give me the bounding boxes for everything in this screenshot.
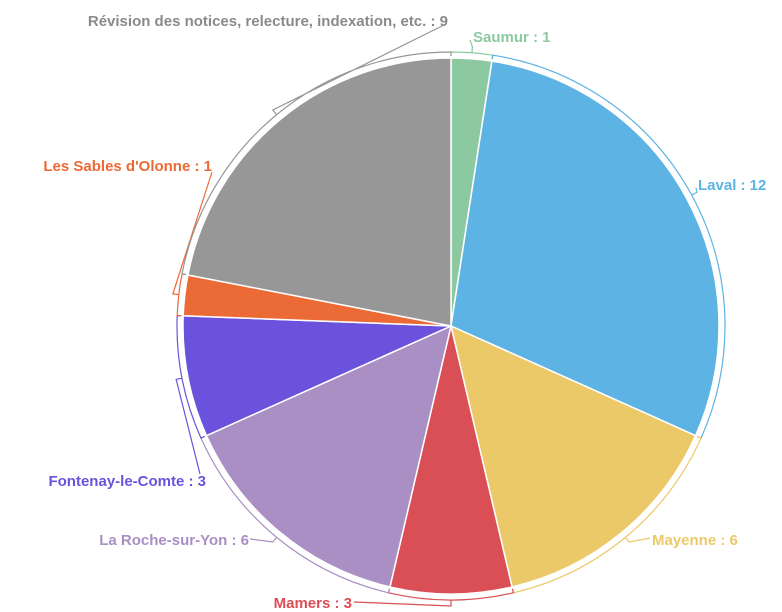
leader-line bbox=[353, 588, 515, 607]
slice-label: Saumur : 1 bbox=[473, 29, 551, 46]
slice-label: Mayenne : 6 bbox=[652, 532, 738, 549]
leader-line bbox=[511, 435, 702, 594]
leader-line bbox=[181, 23, 452, 276]
slice-label: Fontenay-le-Comte : 3 bbox=[48, 473, 206, 490]
pie-slice bbox=[205, 324, 453, 588]
leader-line bbox=[200, 435, 391, 594]
slice-label: Révision des notices, relecture, indexat… bbox=[88, 13, 448, 30]
pie-slice bbox=[187, 57, 452, 327]
pie-slice bbox=[449, 324, 697, 588]
slice-label: La Roche-sur-Yon : 6 bbox=[99, 532, 249, 549]
pie-slice bbox=[182, 314, 452, 437]
pie-slice bbox=[450, 60, 720, 437]
leader-line bbox=[175, 314, 205, 475]
slice-label: Laval : 12 bbox=[698, 177, 766, 194]
slice-label: Mamers : 3 bbox=[274, 595, 352, 612]
pie-slice bbox=[389, 325, 513, 595]
leader-line bbox=[491, 54, 726, 439]
slice-label: Les Sables d'Olonne : 1 bbox=[43, 158, 212, 175]
